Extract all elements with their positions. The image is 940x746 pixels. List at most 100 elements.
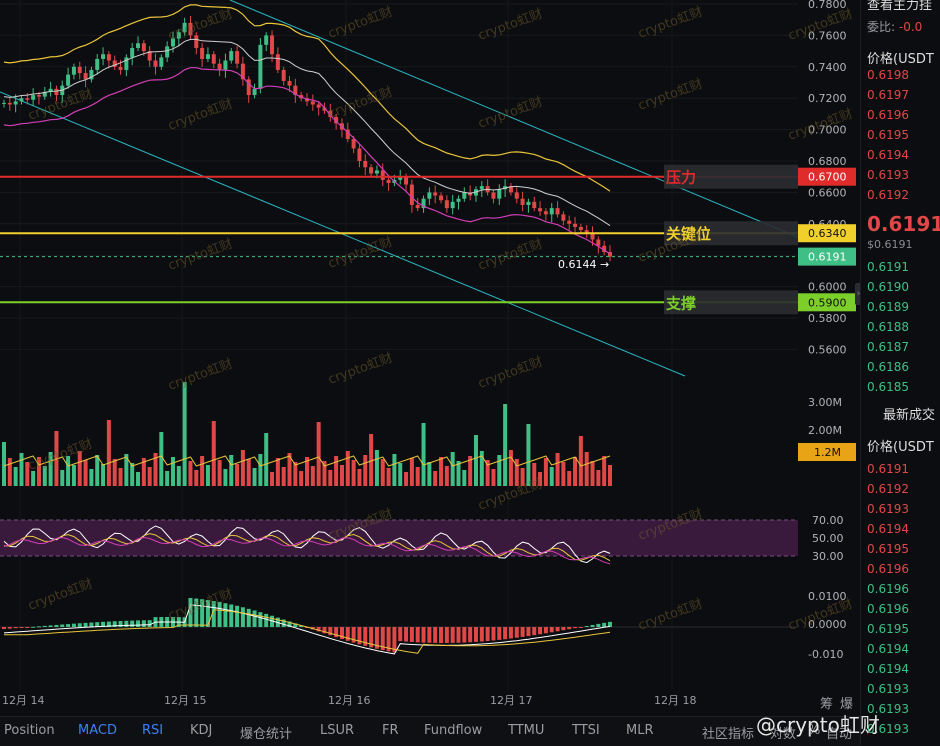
- candle-body: [538, 208, 543, 212]
- volume-bar: [101, 464, 106, 486]
- candle-body: [141, 43, 146, 52]
- volume-bar: [83, 460, 88, 486]
- volume-bar: [404, 472, 409, 486]
- trades-title[interactable]: 最新成交: [883, 408, 936, 423]
- candle-body: [211, 54, 216, 64]
- tab-kdj[interactable]: KDJ: [190, 723, 213, 738]
- candle-body: [31, 95, 36, 100]
- volume-bar: [223, 469, 228, 486]
- bid-price[interactable]: 0.6186: [867, 360, 909, 374]
- ask-price[interactable]: 0.6193: [867, 168, 909, 182]
- bid-price[interactable]: 0.6190: [867, 280, 909, 294]
- candle-body: [374, 170, 379, 174]
- tab-position[interactable]: Position: [4, 723, 55, 738]
- price-tick-label: 0.5800: [808, 312, 847, 325]
- trade-price: 0.6196: [867, 602, 909, 616]
- macd-bar: [252, 610, 257, 627]
- log-scale-toggle[interactable]: 对数: [770, 727, 797, 742]
- rsi-band: [0, 520, 798, 556]
- bid-price[interactable]: 0.6188: [867, 320, 909, 334]
- volume-bar: [182, 382, 187, 486]
- macd-bar: [392, 627, 397, 653]
- tab-rsi[interactable]: RSI: [142, 723, 164, 738]
- candle-body: [240, 63, 245, 80]
- bid-price[interactable]: 0.6189: [867, 300, 909, 314]
- volume-bar: [421, 423, 426, 486]
- bid-price[interactable]: 0.6187: [867, 340, 909, 354]
- tab-mlr[interactable]: MLR: [626, 723, 654, 738]
- volume-bar: [19, 453, 24, 486]
- candle-body: [316, 104, 321, 108]
- volume-bar: [345, 451, 350, 486]
- macd-bar: [473, 627, 478, 642]
- watermark-text: crypto虹财: [476, 95, 545, 132]
- candle-body: [182, 22, 187, 33]
- volume-bar: [316, 422, 321, 486]
- volume-bar: [229, 455, 234, 486]
- candle-body: [462, 192, 467, 199]
- candle-body: [287, 80, 292, 86]
- trade-price: 0.6196: [867, 582, 909, 596]
- volume-bar: [200, 456, 205, 486]
- candle-body: [275, 54, 280, 70]
- volume-bar: [130, 463, 135, 486]
- tab-社区指标[interactable]: 社区指标: [702, 727, 755, 742]
- order-book-title[interactable]: 查看主力挂: [867, 0, 933, 13]
- candle-body: [590, 233, 595, 240]
- macd-bar: [101, 621, 106, 627]
- macd-bar: [573, 627, 578, 629]
- volume-bar: [188, 461, 193, 486]
- candle-body: [415, 204, 420, 209]
- ask-price-header: 价格(USDT: [867, 52, 934, 67]
- price-tick-label: 0.7400: [808, 61, 847, 74]
- tab-ttmu[interactable]: TTMU: [508, 723, 545, 738]
- ask-price[interactable]: 0.6198: [867, 68, 909, 82]
- candle-body: [36, 95, 41, 97]
- volume-bar: [398, 463, 403, 486]
- macd-bar: [543, 627, 548, 634]
- ask-price[interactable]: 0.6196: [867, 108, 909, 122]
- candle-body: [71, 66, 76, 75]
- macd-bar: [124, 620, 129, 627]
- candle-body: [421, 198, 426, 209]
- ask-price[interactable]: 0.6197: [867, 88, 909, 102]
- ask-price[interactable]: 0.6194: [867, 148, 909, 162]
- bid-price[interactable]: 0.6191: [867, 260, 909, 274]
- tab-lsur[interactable]: LSUR: [320, 723, 355, 738]
- auto-scale-toggle[interactable]: 自动: [826, 727, 853, 742]
- candle-body: [456, 198, 461, 202]
- volume-bar: [194, 470, 199, 486]
- tab-fundflow[interactable]: Fundflow: [424, 723, 483, 738]
- macd-bar: [112, 621, 117, 627]
- macd-bar: [444, 627, 449, 643]
- macd-bar: [532, 627, 537, 636]
- corner-label-a[interactable]: 筹: [820, 697, 834, 712]
- macd-bar: [240, 607, 245, 627]
- tab-ttsi[interactable]: TTSI: [572, 723, 600, 738]
- trade-price: 0.6193: [867, 702, 909, 716]
- tab-爆仓统计[interactable]: 爆仓统计: [240, 727, 293, 742]
- corner-label-b[interactable]: 爆: [840, 697, 854, 712]
- date-tick-label: 12月 17: [490, 694, 533, 707]
- volume-bar: [555, 453, 560, 486]
- tab-macd[interactable]: MACD: [78, 723, 117, 738]
- panel-collapse-handle[interactable]: ›: [855, 283, 862, 305]
- percent-scale-toggle[interactable]: %: [808, 723, 821, 738]
- candle-body: [194, 35, 199, 48]
- trade-price: 0.6192: [867, 482, 909, 496]
- volume-bar: [136, 472, 141, 486]
- ask-price[interactable]: 0.6192: [867, 188, 909, 202]
- trade-price: 0.6194: [867, 522, 909, 536]
- tab-fr[interactable]: FR: [382, 723, 399, 738]
- candle-body: [404, 176, 409, 185]
- volume-bar: [36, 457, 41, 486]
- watermark-text: crypto虹财: [326, 5, 395, 42]
- volume-bar: [293, 462, 298, 486]
- chart-canvas[interactable]: 0.7800 0.7600 0.7400 0.7200 0.7000 0.6800 0.66…: [0, 0, 860, 716]
- volume-bar: [549, 467, 554, 486]
- bid-price[interactable]: 0.6185: [867, 380, 909, 394]
- volume-bar: [409, 458, 414, 486]
- macd-bar: [491, 627, 496, 641]
- ask-price[interactable]: 0.6195: [867, 128, 909, 142]
